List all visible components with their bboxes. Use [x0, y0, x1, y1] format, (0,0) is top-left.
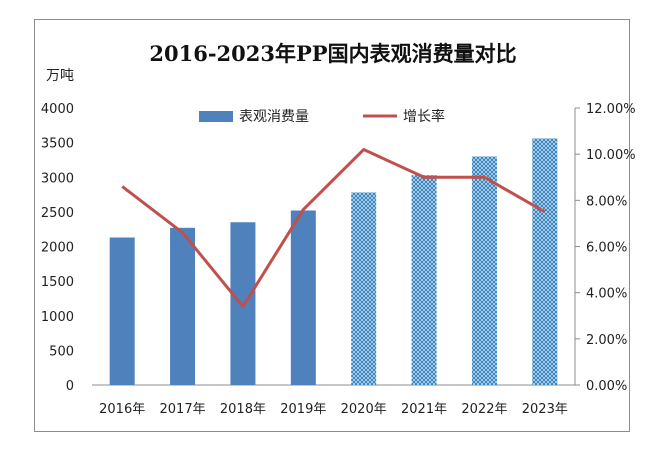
y-tick-right: 12.00% — [586, 102, 636, 117]
y-tick-left: 1500 — [41, 275, 74, 290]
y-tick-right: 2.00% — [586, 333, 627, 348]
legend-label-growth: 增长率 — [403, 108, 445, 125]
y-tick-left: 3500 — [41, 137, 74, 152]
bar — [532, 138, 558, 385]
x-tick-label: 2019年 — [280, 402, 326, 417]
y-tick-left: 4000 — [41, 102, 74, 117]
y-tick-right: 10.00% — [586, 148, 636, 163]
legend-swatch-bar — [199, 111, 233, 122]
x-tick-label: 2020年 — [341, 402, 387, 417]
bar — [290, 210, 316, 385]
y-tick-left: 2000 — [41, 241, 74, 256]
y-tick-right: 4.00% — [586, 287, 627, 302]
bar — [471, 156, 497, 385]
y-tick-left: 500 — [49, 344, 74, 359]
y-axis-unit-label: 万吨 — [46, 68, 74, 84]
x-tick-label: 2016年 — [99, 402, 145, 417]
chart-title: 2016-2023年PP国内表观消费量对比 — [149, 41, 516, 66]
bar — [170, 227, 196, 385]
x-tick-label: 2021年 — [401, 402, 447, 417]
bar — [411, 175, 437, 385]
y-tick-right: 6.00% — [586, 241, 627, 256]
x-tick-label: 2018年 — [220, 402, 266, 417]
y-tick-left: 0 — [66, 379, 74, 394]
x-tick-label: 2023年 — [522, 402, 568, 417]
y-tick-left: 3000 — [41, 171, 74, 186]
y-tick-right: 8.00% — [586, 194, 627, 209]
growth-rate-line — [121, 148, 546, 309]
bar — [230, 222, 256, 385]
y-tick-left: 1000 — [41, 310, 74, 325]
y-tick-left: 2500 — [41, 206, 74, 221]
x-tick-label: 2022年 — [461, 402, 507, 417]
legend-label-consumption: 表观消费量 — [239, 109, 309, 125]
x-tick-label: 2017年 — [160, 402, 206, 417]
bar — [351, 192, 377, 385]
bar — [109, 237, 135, 385]
y-tick-right: 0.00% — [586, 379, 627, 394]
legend: 表观消费量 增长率 — [199, 108, 445, 125]
